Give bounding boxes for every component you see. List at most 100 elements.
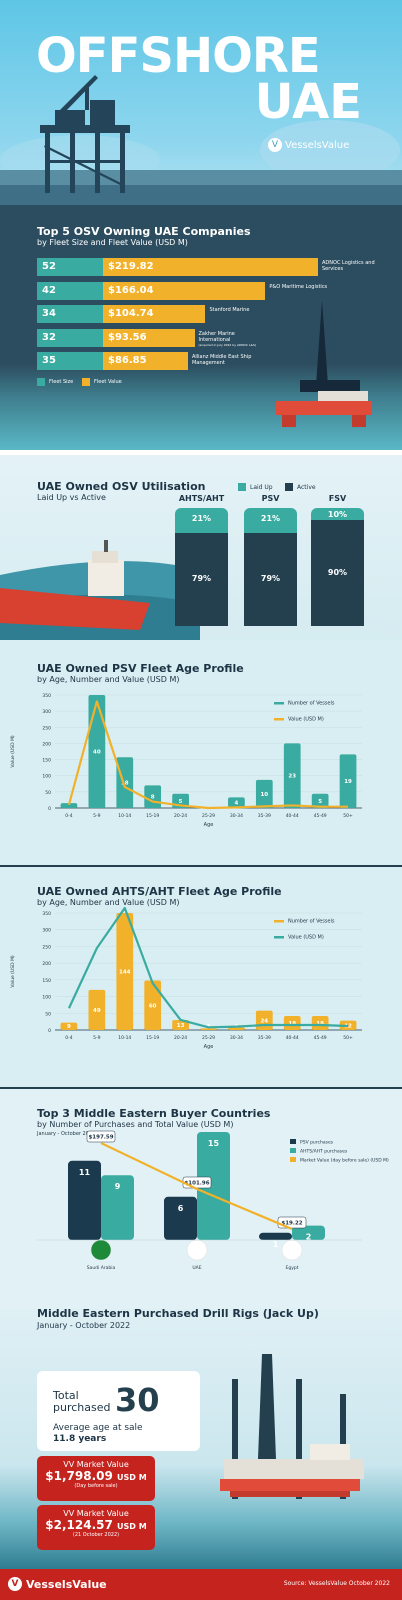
bar-data-label: 9	[67, 1024, 71, 1030]
fleet-size-bar: 32	[37, 328, 103, 347]
vessel-count-bar	[116, 913, 134, 1030]
x-axis-label: Age	[204, 1044, 214, 1050]
rigs-mv1-label: VV Market Value	[63, 1460, 129, 1469]
x-tick-label: 0-4	[65, 1035, 72, 1041]
vessel-count-bar	[228, 797, 245, 808]
offshore-rig-icon	[276, 300, 372, 427]
footer-brand-label: VesselsValue	[26, 1577, 107, 1591]
psv-subtitle: by Age, Number and Value (USD M)	[37, 675, 180, 684]
ahts-purchase-bar	[101, 1175, 134, 1240]
bar-data-label: 2	[306, 1233, 312, 1242]
x-tick-label: 20-24	[174, 1035, 187, 1041]
footer: V VesselsValue Source: VesselsValue Octo…	[0, 1569, 402, 1600]
vessel-count-bar	[339, 754, 357, 808]
x-tick-label: 25-29	[202, 813, 215, 819]
x-tick-label: 15-19	[146, 813, 159, 819]
psv-section: UAE Owned PSV Fleet Age Profile by Age, …	[0, 640, 402, 865]
rigs-mv2-label: VV Market Value	[63, 1509, 129, 1518]
bar-data-label: 18	[121, 781, 129, 787]
rigs-avg-label: Average age at sale	[53, 1423, 143, 1433]
legend-swatch	[274, 920, 284, 923]
fleet-value-bar: $86.85	[103, 352, 188, 370]
bar-data-label: 40	[93, 750, 101, 756]
country-flag-icon	[90, 1239, 112, 1261]
footer-source: Source: VesselsValue October 2022	[283, 1580, 390, 1587]
y-tick-label: 150	[42, 758, 51, 764]
vessel-count-bar	[200, 1028, 217, 1030]
x-tick-label: 40-44	[286, 1035, 299, 1041]
top5-subtitle: by Fleet Size and Fleet Value (USD M)	[37, 238, 188, 247]
fleet-size-bar: 35	[37, 352, 103, 370]
x-tick-label: 40-44	[286, 813, 299, 819]
util-laid-bar: 21%	[244, 508, 297, 533]
util-active-bar: 79%	[244, 532, 297, 626]
bar-data-label: 1	[273, 1240, 279, 1249]
company-name: Stanford Marine	[209, 307, 250, 313]
ahts-chart: 0 50 100 150 200 250 300 350 Value (USD M) Age 9 0-…	[10, 906, 362, 1050]
y-tick-label: 300	[42, 928, 51, 934]
bar-data-label: 10	[260, 792, 268, 798]
market-value-label: $197.59	[88, 1135, 113, 1141]
top5-title: Top 5 OSV Owning UAE Companies	[37, 225, 251, 238]
ahts-purchase-bar	[197, 1132, 230, 1240]
brand-logo-icon: V	[8, 1577, 22, 1591]
y-tick-label: 50	[45, 790, 51, 796]
rigs-mv2-card: VV Market Value $2,124.57 USD M (21 Octo…	[37, 1505, 155, 1550]
x-tick-label: 10-14	[118, 813, 131, 819]
vessel-count-bar	[283, 1015, 301, 1030]
x-tick-label: 45-49	[314, 813, 327, 819]
util-laid-bar: 10%	[311, 508, 364, 520]
value-line	[67, 906, 349, 1029]
vessel-count-bar	[144, 980, 162, 1030]
y-tick-label: 150	[42, 978, 51, 984]
bar-data-label: 23	[288, 774, 296, 780]
rigs-mv1-card: VV Market Value $1,798.09 USD M (Day bef…	[37, 1456, 155, 1501]
rigs-mv2-value: $2,124.57	[45, 1518, 113, 1532]
bar-data-label: 49	[93, 1008, 101, 1014]
y-tick-label: 250	[42, 725, 51, 731]
company-note: (acquired in July 2022 by ADNOC L&S)	[198, 342, 257, 347]
y-tick-label: 350	[42, 693, 51, 699]
util-ship-scene	[0, 540, 200, 640]
rigs-mv1-note: (Day before sale)	[74, 1483, 118, 1489]
bar-data-label: 19	[344, 779, 352, 785]
vessel-count-bar	[283, 743, 301, 808]
header-section: OFFSHORE UAE V VesselsValue	[0, 0, 402, 205]
vessel-count-bar	[228, 1027, 245, 1030]
util-category-label: AHTS/AHT	[178, 494, 225, 503]
top5-section: Top 5 OSV Owning UAE Companies by Fleet …	[0, 205, 402, 450]
util-category-label: FSV	[328, 494, 347, 503]
company-name: Allianz Middle East Ship Management	[191, 354, 252, 366]
fleet-size-bar: 52	[37, 258, 103, 276]
header-title-line1: OFFSHORE	[36, 28, 321, 84]
y-axis-label: Value (USD M)	[10, 955, 16, 987]
rigs-total-label-2: purchased	[53, 1401, 111, 1414]
country-flag-icon	[186, 1239, 208, 1261]
header-scene	[0, 75, 402, 205]
bar-data-label: 5	[179, 799, 183, 805]
ahts-purchase-bar	[292, 1225, 325, 1240]
ahts-title: UAE Owned AHTS/AHT Fleet Age Profile	[37, 885, 282, 898]
legend-swatch	[274, 718, 284, 721]
rigs-total-value: 30	[115, 1381, 160, 1419]
x-tick-label: 10-14	[118, 1035, 131, 1041]
header-brand: V VesselsValue	[268, 138, 349, 152]
legend-label: PSV purchases	[300, 1140, 334, 1146]
vessel-count-bar	[60, 803, 78, 808]
util-legend-laid: Laid Up	[238, 483, 273, 491]
fleet-value-bar: $166.04	[103, 281, 266, 300]
vessel-count-bar	[172, 1019, 189, 1030]
y-tick-label: 250	[42, 944, 51, 950]
legend-swatch	[37, 378, 45, 386]
y-tick-label: 0	[48, 1028, 51, 1034]
util-laid-bar: 21%	[175, 508, 228, 533]
top5-rig-scene	[276, 300, 372, 427]
util-section: UAE Owned OSV Utilisation Laid Up vs Act…	[0, 455, 402, 640]
rigs-scene	[220, 1354, 364, 1499]
country-label: Egypt	[286, 1265, 299, 1271]
x-tick-label: 15-19	[146, 1035, 159, 1041]
x-tick-label: 20-24	[174, 813, 187, 819]
vessel-count-bar	[88, 695, 106, 808]
buyers-title: Top 3 Middle Eastern Buyer Countries	[37, 1107, 271, 1120]
x-tick-label: 0-4	[65, 813, 72, 819]
